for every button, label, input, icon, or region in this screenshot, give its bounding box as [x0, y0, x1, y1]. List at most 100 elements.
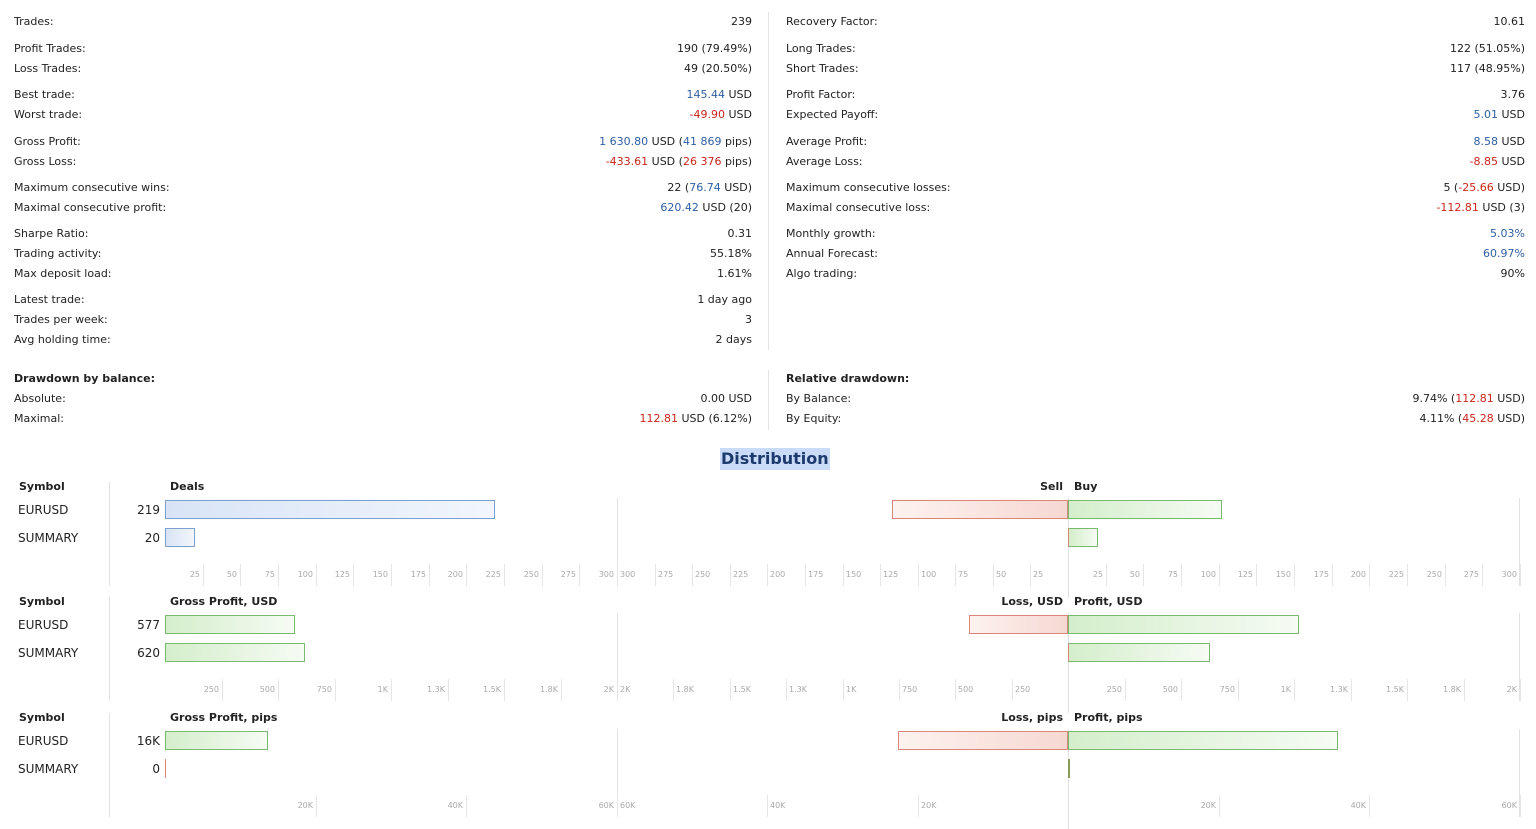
tick-label: 125 [883, 570, 899, 579]
tick-label: 60K [598, 801, 614, 810]
left-bar [165, 500, 495, 519]
stat-label: Maximum consecutive wins: [14, 181, 170, 194]
tick-mark [335, 679, 336, 701]
tick-mark [843, 679, 844, 701]
stat-value-part: 620.42 [660, 201, 699, 214]
tick-label: 150 [846, 570, 862, 579]
stat-value-part: 122 (51.05%) [1449, 42, 1525, 55]
stat-value-part: -112.81 [1436, 201, 1479, 214]
sell-bar [968, 615, 1068, 634]
tick-mark [1520, 679, 1521, 701]
tick-mark [673, 679, 674, 701]
stat-value-part: 22 ( [667, 181, 690, 194]
sell-title: Loss, pips [1001, 711, 1063, 724]
tick-mark [843, 564, 844, 586]
stat-label: By Balance: [786, 392, 852, 405]
tick-label: 225 [485, 570, 501, 579]
tick-label: 20K [921, 801, 937, 810]
tick-label: 250 [203, 685, 219, 694]
stat-value-part: 9.74% ( [1412, 392, 1456, 405]
tick-mark [561, 679, 562, 701]
tick-mark [1219, 564, 1220, 586]
stat-label: Sharpe Ratio: [14, 227, 89, 240]
stat-label: Best trade: [14, 88, 75, 101]
stat-value-part: 3 [745, 313, 752, 326]
stat-value-part: 55.18% [710, 247, 752, 260]
buy-title: Profit, pips [1074, 711, 1143, 724]
tick-label: 2K [620, 685, 631, 694]
tick-label: 500 [958, 685, 974, 694]
tick-mark [391, 679, 392, 701]
stat-value: -8.85 USD [1470, 154, 1525, 170]
tick-mark [278, 564, 279, 586]
tick-label: 500 [259, 685, 275, 694]
stat-value: 60.97% [1483, 246, 1525, 262]
stat-label: Max deposit load: [14, 267, 112, 280]
tick-mark [1407, 564, 1408, 586]
stat-label: Maximum consecutive losses: [786, 181, 951, 194]
tick-label: 1.5K [733, 685, 751, 694]
chart-axis-line [617, 729, 618, 817]
tick-label: 300 [1501, 570, 1517, 579]
tick-mark [429, 564, 430, 586]
tick-mark [1482, 564, 1483, 586]
tick-label: 25 [189, 570, 200, 579]
symbol-count: 0 [152, 762, 160, 776]
stat-value-part: -49.90 [689, 108, 725, 121]
stat-value-part: -433.61 [605, 155, 649, 168]
stat-label: Annual Forecast: [786, 247, 878, 260]
stat-value: 1 day ago [697, 292, 752, 308]
stat-value-part: 1 day ago [697, 293, 752, 306]
tick-label: 750 [316, 685, 332, 694]
distribution-title: Distribution [720, 448, 830, 470]
chart-axis-line [1068, 613, 1069, 713]
tick-mark [655, 564, 656, 586]
stat-value-part: 60.97% [1483, 247, 1525, 260]
symbol-header: Symbol [19, 711, 65, 724]
stat-value-part: USD ( [648, 155, 683, 168]
tick-mark [579, 564, 580, 586]
symbol-count: 20 [144, 531, 160, 545]
stat-label: Trading activity: [14, 247, 102, 260]
tick-label: 275 [658, 570, 674, 579]
tick-label: 60K [620, 801, 636, 810]
buy-bar [1068, 500, 1222, 519]
stat-value: 49 (20.50%) [684, 61, 752, 77]
buy-bar [1068, 759, 1070, 778]
tick-mark [1369, 564, 1370, 586]
tick-mark [1351, 679, 1352, 701]
tick-mark [955, 679, 956, 701]
symbol-name: SUMMARY [18, 762, 79, 776]
stat-value-part: USD (6.12%) [677, 412, 752, 425]
tick-label: 200 [770, 570, 786, 579]
tick-label: 250 [1426, 570, 1442, 579]
tick-mark [278, 679, 279, 701]
symbol-name: EURUSD [18, 503, 69, 517]
tick-label: 50 [1129, 570, 1140, 579]
left-chart-title: Gross Profit, pips [170, 711, 278, 724]
chart-axis-line [1068, 729, 1069, 829]
stat-value: 145.44 USD [686, 87, 752, 103]
stat-value: -433.61 USD (26 376 pips) [606, 154, 752, 170]
tick-label: 60K [1501, 801, 1517, 810]
stat-value: 3.76 [1501, 87, 1526, 103]
tick-label: 300 [598, 570, 614, 579]
chart-axis-line [617, 613, 618, 701]
symbol-name: EURUSD [18, 618, 69, 632]
stat-label: Latest trade: [14, 293, 85, 306]
tick-label: 200 [447, 570, 463, 579]
stat-value-part: 112.81 [639, 412, 678, 425]
left-bar [165, 731, 269, 750]
tick-mark [1125, 679, 1126, 701]
symbol-count: 219 [137, 503, 160, 517]
tick-label: 150 [1275, 570, 1291, 579]
tick-label: 100 [297, 570, 313, 579]
sell-bar [892, 500, 1068, 519]
stat-value-part: 10.61 [1493, 15, 1526, 28]
tick-label: 50 [226, 570, 237, 579]
tick-label: 175 [1313, 570, 1329, 579]
chart-axis-line [109, 713, 110, 817]
stat-value-part: 5 ( [1443, 181, 1459, 194]
stat-value-part: -8.85 [1469, 155, 1498, 168]
stat-value-part: -25.66 [1458, 181, 1494, 194]
